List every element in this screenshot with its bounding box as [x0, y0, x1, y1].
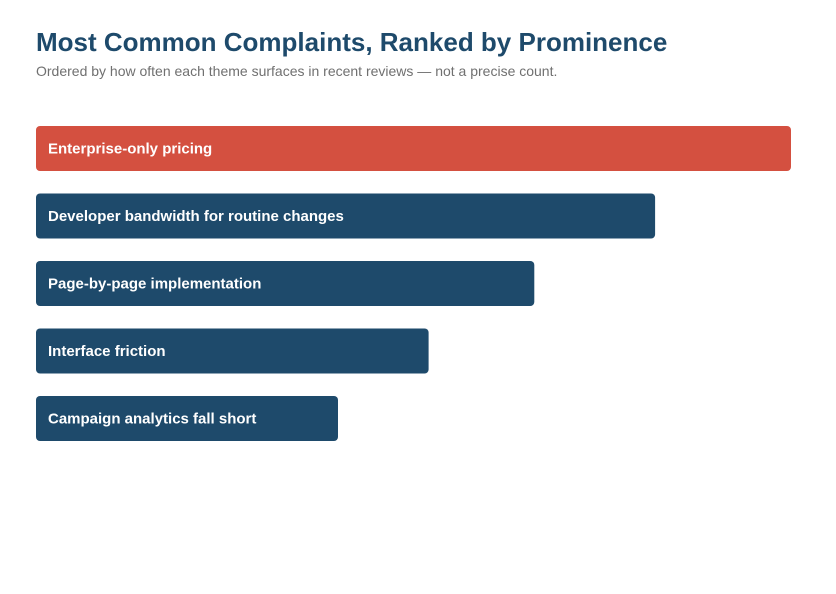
bar-1	[36, 193, 656, 239]
bar-0	[36, 126, 791, 171]
bar-4	[36, 396, 338, 441]
bar-label-2: Page-by-page implementation	[48, 276, 261, 293]
chart-title: Most Common Complaints, Ranked by Promin…	[36, 27, 668, 57]
bar-2	[36, 261, 535, 306]
bar-label-4: Campaign analytics fall short	[48, 411, 256, 428]
bar-3	[36, 328, 429, 374]
bar-label-0: Enterprise-only pricing	[48, 141, 212, 158]
chart-subtitle: Ordered by how often each theme surfaces…	[36, 63, 558, 79]
bar-label-3: Interface friction	[48, 343, 166, 360]
bar-label-1: Developer bandwidth for routine changes	[48, 208, 344, 225]
